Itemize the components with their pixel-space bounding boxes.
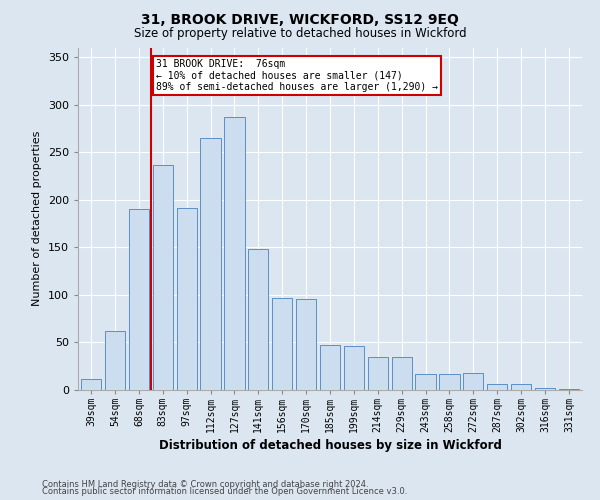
Bar <box>105 331 125 390</box>
Bar <box>344 346 364 390</box>
Bar <box>296 298 316 390</box>
Bar <box>535 388 555 390</box>
Bar <box>129 209 149 390</box>
Bar <box>487 384 508 390</box>
Text: 31, BROOK DRIVE, WICKFORD, SS12 9EQ: 31, BROOK DRIVE, WICKFORD, SS12 9EQ <box>141 12 459 26</box>
Text: 31 BROOK DRIVE:  76sqm
← 10% of detached houses are smaller (147)
89% of semi-de: 31 BROOK DRIVE: 76sqm ← 10% of detached … <box>155 59 437 92</box>
Bar <box>200 138 221 390</box>
Bar <box>511 384 531 390</box>
Bar <box>415 374 436 390</box>
Bar <box>272 298 292 390</box>
Bar <box>152 164 173 390</box>
Bar <box>81 378 101 390</box>
Text: Contains public sector information licensed under the Open Government Licence v3: Contains public sector information licen… <box>42 488 407 496</box>
Text: Size of property relative to detached houses in Wickford: Size of property relative to detached ho… <box>134 28 466 40</box>
Bar <box>320 346 340 390</box>
Bar <box>224 117 245 390</box>
Text: Contains HM Land Registry data © Crown copyright and database right 2024.: Contains HM Land Registry data © Crown c… <box>42 480 368 489</box>
Y-axis label: Number of detached properties: Number of detached properties <box>32 131 42 306</box>
Bar <box>439 374 460 390</box>
Bar <box>463 373 484 390</box>
X-axis label: Distribution of detached houses by size in Wickford: Distribution of detached houses by size … <box>158 439 502 452</box>
Bar <box>176 208 197 390</box>
Bar <box>559 389 579 390</box>
Bar <box>368 356 388 390</box>
Bar <box>248 249 268 390</box>
Bar <box>392 356 412 390</box>
